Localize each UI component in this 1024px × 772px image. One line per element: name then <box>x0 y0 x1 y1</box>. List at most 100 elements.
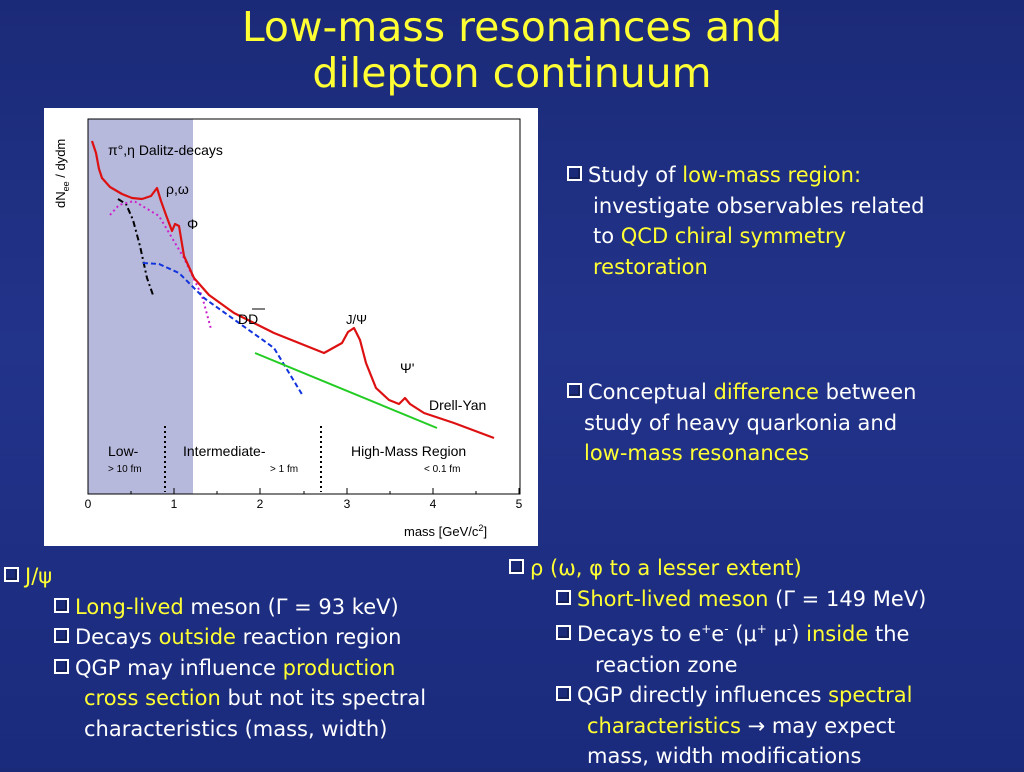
right-mid-bullets: Conceptual difference between study of h… <box>567 377 1017 469</box>
text: between <box>818 380 917 404</box>
highlight-line: restoration <box>593 254 708 279</box>
jpsi-heading: J/ψ <box>4 561 509 592</box>
highlight: spectral <box>828 683 913 707</box>
checkbox-bullet-icon <box>509 559 524 574</box>
text: Study of <box>588 163 683 187</box>
checkbox-bullet-icon <box>556 686 571 701</box>
highlight: J/ψ <box>25 564 53 588</box>
rho-qgp-influence: QGP directly influences spectral <box>509 680 1024 711</box>
x-tick-label: 5 <box>516 497 523 511</box>
highlight: inside <box>806 622 869 646</box>
text: Decays to e <box>577 622 702 646</box>
text-line: characteristics (mass, width) <box>84 716 388 741</box>
text: the <box>868 622 910 646</box>
text-line: mass, width modifications <box>587 744 862 768</box>
checkbox-bullet-icon <box>4 567 19 582</box>
title-line-2: dilepton continuum <box>312 49 712 97</box>
bullet-conceptual-difference: Conceptual difference between <box>567 377 1017 408</box>
highlight: cross section <box>84 686 221 710</box>
jpsi-label: J/Ψ <box>346 312 367 327</box>
low-mass-shaded-region <box>88 119 193 494</box>
text-line: reaction zone <box>595 652 738 677</box>
rho-omega-label: ρ,ω <box>166 181 189 197</box>
text: QGP directly influences <box>577 683 829 707</box>
x-tick-labels: 0 1 2 3 4 5 <box>85 497 523 511</box>
checkbox-bullet-icon <box>556 625 571 640</box>
rho-decays-inside: Decays to e+e- (μ+ μ-) inside the <box>509 614 1024 650</box>
y-axis-label: dNee / dydm <box>53 139 71 208</box>
superscript: + <box>756 622 767 636</box>
dd-dashed-curve <box>142 262 304 397</box>
bullet-low-mass-study: Study of low-mass region: <box>567 160 1017 191</box>
highlight: low-mass region: <box>682 163 862 187</box>
highlight: (ω, φ to a lesser extent) <box>543 556 802 580</box>
text: to <box>593 224 621 248</box>
checkbox-bullet-icon <box>54 597 69 613</box>
superscript: - <box>786 622 792 636</box>
spectrum-plot: π°,η Dalitz-decays ρ,ω Φ DD J/Ψ Ψ' Drell… <box>53 118 523 539</box>
psiprime-label: Ψ' <box>400 360 414 376</box>
text: meson (Γ = 93 keV) <box>183 594 399 619</box>
x-tick-label: 4 <box>430 497 437 511</box>
checkbox-bullet-icon <box>556 589 571 605</box>
intermediate-region-label: Intermediate- <box>183 443 266 459</box>
dalitz-label: π°,η Dalitz-decays <box>108 142 223 158</box>
rho-short-lived: Short-lived meson (Γ = 149 MeV) <box>509 584 1024 615</box>
phi-label: Φ <box>187 216 198 232</box>
drell-yan-label: Drell-Yan <box>429 397 486 413</box>
highlight: Long-lived <box>75 594 184 619</box>
superscript: - <box>724 622 729 636</box>
checkbox-bullet-icon <box>567 166 582 181</box>
x-axis-label: mass [GeV/c2] <box>404 523 487 539</box>
text: QGP may influence <box>75 655 283 680</box>
jpsi-bullets: J/ψ Long-lived meson (Γ = 93 keV) Decays… <box>4 561 509 744</box>
text: Decays <box>75 625 159 649</box>
text: e <box>711 622 725 646</box>
highlight: Short-lived meson <box>577 586 769 611</box>
x-tick-label: 1 <box>171 497 178 511</box>
text: Conceptual <box>588 380 714 404</box>
jpsi-long-lived: Long-lived meson (Γ = 93 keV) <box>4 592 509 623</box>
dd-label: DD <box>238 311 258 327</box>
title-line-1: Low-mass resonances and <box>241 3 783 51</box>
checkbox-bullet-icon <box>54 628 69 643</box>
dilepton-mass-spectrum-figure: π°,η Dalitz-decays ρ,ω Φ DD J/Ψ Ψ' Drell… <box>44 108 538 546</box>
text: μ <box>766 622 787 646</box>
low-region-label: Low- <box>108 443 139 459</box>
checkbox-bullet-icon <box>567 383 582 398</box>
highlight-line: low-mass resonances <box>584 441 810 465</box>
text-line: characteristics → may expect <box>509 711 1024 742</box>
text: but not its spectral <box>220 686 427 710</box>
x-tick-label: 2 <box>257 497 264 511</box>
highlight: production <box>282 655 396 680</box>
text-line: investigate observables related <box>593 193 925 218</box>
text-line: cross section but not its spectral <box>4 683 509 714</box>
x-tick-label: 0 <box>85 497 92 511</box>
checkbox-bullet-icon <box>54 658 69 674</box>
x-tick-label: 3 <box>344 497 351 511</box>
text: → may expect <box>740 713 896 738</box>
intermediate-region-scale: > 1 fm <box>270 464 298 475</box>
slide-title: Low-mass resonances and dilepton continu… <box>0 4 1024 96</box>
jpsi-decays-outside: Decays outside reaction region <box>4 622 509 653</box>
superscript: + <box>701 622 712 636</box>
text: (Γ = 149 MeV) <box>768 586 927 611</box>
highlight: difference <box>713 380 819 404</box>
text: reaction region <box>235 625 402 649</box>
high-region-label: High-Mass Region <box>351 443 466 459</box>
highlight: QCD chiral symmetry <box>620 224 847 248</box>
total-spectrum-curve <box>90 140 495 440</box>
dalitz-dashdot-curve <box>117 198 154 296</box>
high-region-scale: < 0.1 fm <box>424 464 460 475</box>
highlight: ρ <box>530 556 544 580</box>
text-line: to QCD chiral symmetry <box>567 221 1017 252</box>
jpsi-qgp-influence: QGP may influence production <box>4 653 509 684</box>
text: ) <box>791 622 807 646</box>
right-top-bullets: Study of low-mass region: investigate ob… <box>567 160 1017 282</box>
rho-bullets: ρ (ω, φ to a lesser extent) Short-lived … <box>509 553 1024 772</box>
text: (μ <box>728 622 757 646</box>
highlight: characteristics <box>587 713 741 738</box>
text-line: study of heavy quarkonia and <box>584 410 898 435</box>
rho-heading: ρ (ω, φ to a lesser extent) <box>509 553 1024 584</box>
drell-yan-line <box>254 352 438 429</box>
